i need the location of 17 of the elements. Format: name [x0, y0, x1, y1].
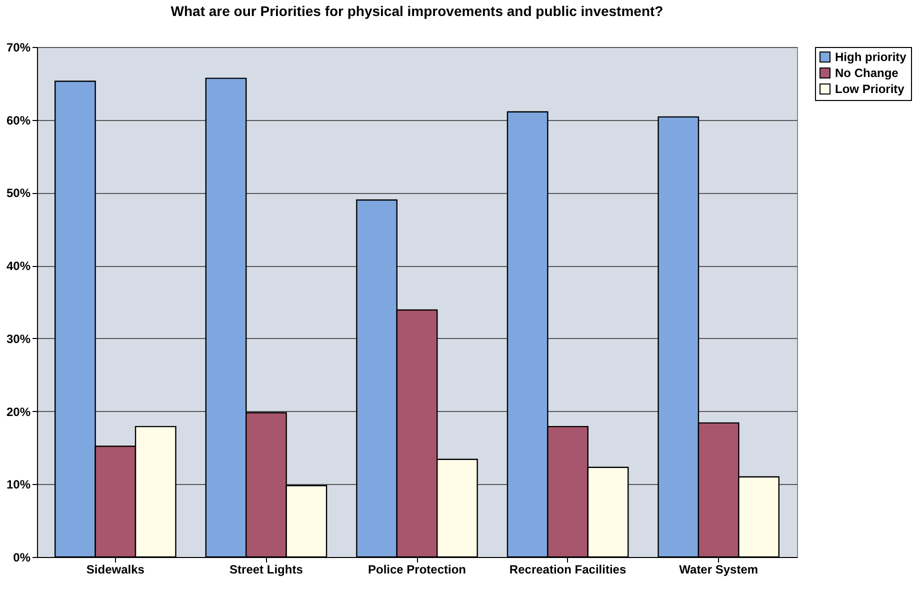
legend-label: Low Priority — [835, 82, 905, 96]
y-tick-label: 50% — [6, 186, 31, 200]
x-tick-label: Recreation Facilities — [509, 562, 626, 576]
x-tick-label: Sidewalks — [86, 562, 145, 576]
y-tick-label: 30% — [6, 332, 31, 346]
y-tick-label: 40% — [6, 259, 31, 274]
y-tick-label: 20% — [6, 404, 31, 419]
legend-label: No Change — [835, 66, 899, 80]
y-tick-label: 10% — [6, 478, 31, 492]
y-tick-label: 60% — [6, 113, 31, 128]
legend-label: High priority — [835, 50, 907, 64]
x-tick-label: Street Lights — [230, 562, 304, 576]
y-tick-label: 0% — [13, 550, 31, 564]
x-tick-label: Police Protection — [368, 562, 466, 576]
y-tick-label: 70% — [6, 40, 31, 54]
x-tick-label: Water System — [679, 562, 758, 576]
chart-title: What are our Priorities for physical improvements and public investment? — [170, 3, 664, 19]
